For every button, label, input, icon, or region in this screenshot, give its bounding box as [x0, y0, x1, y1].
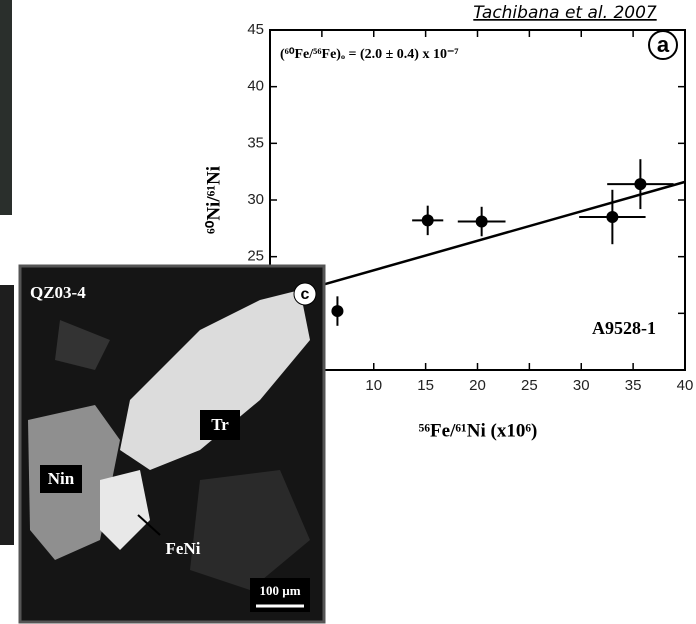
y-tick-label: 30	[247, 191, 264, 208]
x-axis-label: ⁵⁶Fe/⁶¹Ni (x10⁶)	[419, 420, 538, 441]
mineral-grain	[120, 290, 310, 470]
data-point	[421, 214, 434, 227]
chart-title: Tachibana et al. 2007	[473, 3, 657, 23]
sample-label: A9528-1	[592, 318, 656, 338]
panel-label: a	[657, 32, 670, 57]
data-point	[475, 215, 488, 228]
y-tick-label: 35	[247, 134, 264, 151]
mineral-grain	[190, 470, 310, 590]
panel-circle	[293, 282, 317, 306]
y-axis-label: ⁶⁰Ni/⁶¹Ni	[203, 166, 224, 234]
scale-label: 100 µm	[259, 583, 300, 598]
fit-line	[269, 180, 686, 301]
mineral-grain	[55, 320, 110, 370]
data-point	[606, 211, 619, 223]
x-tick-label: 30	[573, 377, 590, 394]
annotation: (⁶⁰Fe/⁵⁶Fe)ₒ = (2.0 ± 0.4) x 10⁻⁷	[280, 47, 459, 62]
x-tick-label: 10	[365, 377, 382, 394]
y-tick-label: 45	[247, 21, 264, 38]
cropped-image-edge	[0, 0, 12, 215]
x-tick-label: 25	[521, 377, 538, 394]
x-tick-label: 20	[469, 377, 486, 394]
y-tick-label: 25	[247, 248, 264, 265]
x-tick-label: 40	[677, 377, 694, 394]
label-box	[200, 410, 240, 440]
x-tick-label: 35	[625, 377, 642, 394]
y-tick-label: 40	[247, 78, 264, 95]
pointer-arrow	[137, 514, 161, 536]
label-box	[40, 465, 82, 493]
micrograph: QZ03-4 c Tr Nin FeNi 100 µm	[18, 264, 326, 624]
panel-label: c	[301, 286, 310, 303]
mineral-label: Tr	[211, 415, 229, 434]
mineral-grain	[100, 470, 150, 550]
cropped-image-edge	[0, 285, 14, 545]
mineral-label: Nin	[48, 469, 75, 488]
sample-label: QZ03-4	[30, 283, 86, 302]
data-point	[331, 305, 344, 318]
mineral-label: FeNi	[166, 539, 201, 558]
data-point	[634, 178, 647, 191]
x-tick-label: 15	[417, 377, 434, 394]
